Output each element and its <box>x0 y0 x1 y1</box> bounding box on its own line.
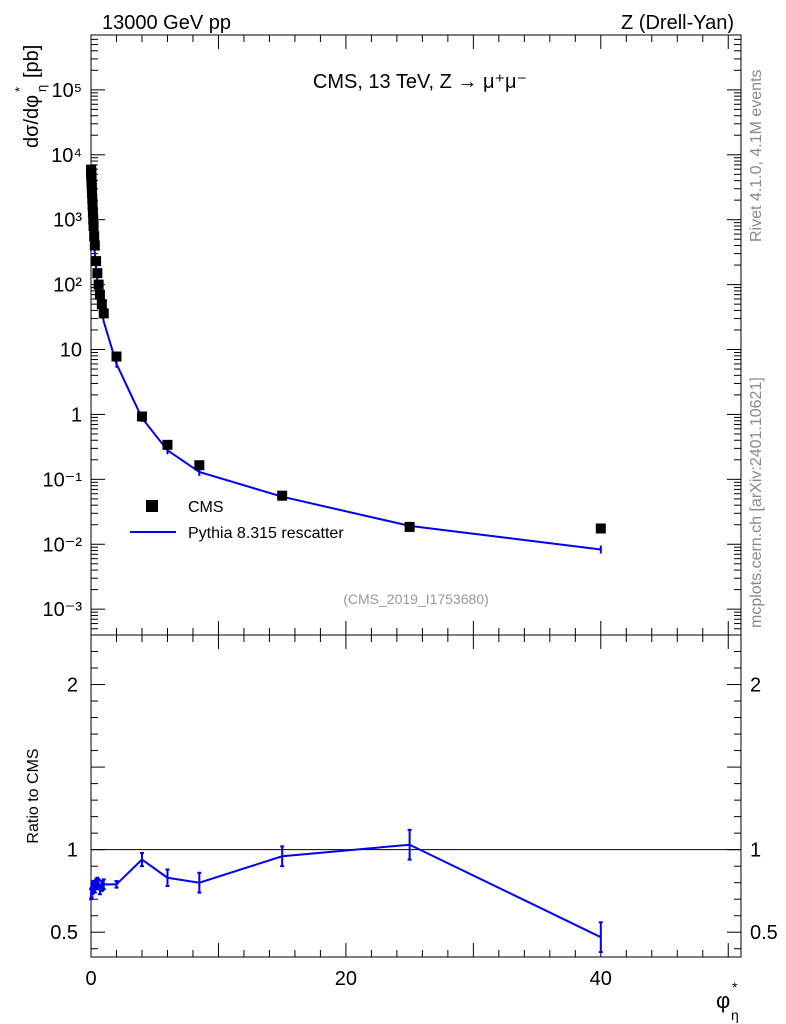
x-tick-label: 20 <box>335 968 357 990</box>
cms-data-point <box>136 411 147 422</box>
cms-data-point <box>88 214 99 225</box>
legend: CMS Pythia 8.315 rescatter <box>130 499 344 542</box>
y-tick-label: 10⁴ <box>51 145 82 167</box>
svg-text:*: * <box>732 979 738 995</box>
y-tick-label: 10⁻² <box>43 534 83 556</box>
x-axis-label: φ η * <box>716 979 739 1023</box>
ratio-y-tick-label-left: 0.5 <box>50 922 78 944</box>
analysis-id: (CMS_2019_I1753680) <box>343 591 489 607</box>
cms-data-point <box>87 193 98 204</box>
y-tick-label: 10⁻¹ <box>43 469 83 491</box>
ratio-panel-frame <box>90 634 742 958</box>
y-tick-label: 10³ <box>53 210 82 232</box>
svg-text:η: η <box>731 1007 739 1023</box>
cms-data-point <box>89 231 100 242</box>
ratio-y-tick-label-right: 0.5 <box>750 922 778 944</box>
main-panel-frame <box>90 34 742 636</box>
ratio-plot-marks <box>89 828 603 954</box>
cms-data-point <box>96 299 107 310</box>
mc-curve <box>90 178 601 551</box>
cms-data-point <box>87 207 98 218</box>
cms-data-point <box>88 220 99 231</box>
cms-data-point <box>92 268 103 279</box>
y-tick-label: 10² <box>53 275 82 297</box>
main-y-axis-label: dσ/dφ η * [pb] <box>12 45 49 148</box>
svg-text:[pb]: [pb] <box>21 45 43 78</box>
ratio-y-tick-label-right: 2 <box>750 675 761 697</box>
ratio-y-tick-label-left: 2 <box>67 675 78 697</box>
y-tick-label: 10⁵ <box>51 80 82 102</box>
svg-text:dσ/dφ: dσ/dφ <box>21 95 43 148</box>
cms-data-point <box>404 521 415 532</box>
ratio-y-axis-label: Ratio to CMS <box>25 748 42 843</box>
cms-data-point <box>98 308 109 319</box>
cms-data-point <box>162 439 173 450</box>
legend-data-label: CMS <box>188 499 224 516</box>
rivet-version-label: Rivet 4.1.0, 4.1M events <box>748 69 765 242</box>
main-plot-marks <box>86 164 606 554</box>
cms-data-point <box>277 490 288 501</box>
x-tick-label: 0 <box>85 968 96 990</box>
svg-text:φ: φ <box>716 988 730 1013</box>
ratio-axis-ticks: 0.5 0.51 12 20 20 40 <box>50 635 778 990</box>
x-tick-label: 40 <box>590 968 612 990</box>
y-tick-label: 1 <box>71 404 82 426</box>
main-axis-ticks: 10⁻³ 10⁻² 10⁻¹ 1 10 10² 10³ 10⁴ 10⁵ <box>43 34 741 636</box>
svg-text:η: η <box>34 85 49 92</box>
plot-title: CMS, 13 TeV, Z → μ⁺μ⁻ <box>313 71 527 93</box>
legend-data-marker <box>146 500 158 512</box>
header-right: Z (Drell-Yan) <box>621 12 734 34</box>
ratio-curve <box>90 843 602 939</box>
legend-mc-label: Pythia 8.315 rescatter <box>188 525 344 542</box>
header-left: 13000 GeV pp <box>102 12 231 34</box>
cms-data-point <box>111 351 122 362</box>
svg-text:*: * <box>12 87 27 92</box>
cms-data-point <box>595 523 606 534</box>
cms-data-point <box>94 289 105 300</box>
mcplots-label: mcplots.cern.ch [arXiv:2401.10621] <box>748 377 765 628</box>
cms-data-point <box>93 279 104 290</box>
y-tick-label: 10 <box>60 340 82 362</box>
cms-data-point <box>89 240 100 251</box>
cms-data-point <box>91 256 102 267</box>
cms-data-point <box>87 200 98 211</box>
ratio-y-tick-label-left: 1 <box>67 840 78 862</box>
cms-data-point <box>194 460 205 471</box>
y-tick-label: 10⁻³ <box>43 599 83 621</box>
ratio-y-tick-label-right: 1 <box>750 840 761 862</box>
cms-data-point <box>87 187 98 198</box>
